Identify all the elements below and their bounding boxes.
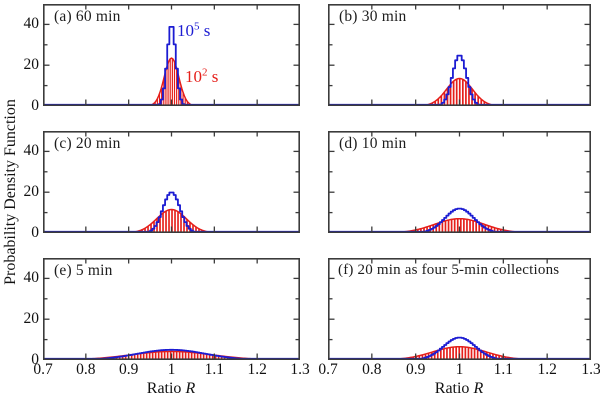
legend-red-base: 10 xyxy=(185,67,202,86)
y-tick-label: 20 xyxy=(23,183,40,201)
y-tick-label: 40 xyxy=(23,142,40,160)
legend-blue-base: 10 xyxy=(177,21,194,40)
legend-blue-unit: s xyxy=(199,21,211,40)
x-tick-label: 1.1 xyxy=(204,361,225,378)
x-tick-label: 0.9 xyxy=(118,361,139,378)
y-tick-label: 0 xyxy=(31,351,39,368)
x-tick-label: 1.3 xyxy=(581,361,600,378)
x-axis-title-var: R xyxy=(473,380,484,397)
panel-f-plot xyxy=(328,258,591,360)
y-tick-label: 20 xyxy=(23,56,40,74)
panel-e-label: (e) 5 min xyxy=(54,262,113,279)
x-tick-label: 1.1 xyxy=(493,361,514,378)
panel-f-label: (f) 20 min as four 5-min collections xyxy=(338,262,560,278)
legend-blue-exponent: 5 xyxy=(194,20,200,33)
panel-d-plot xyxy=(328,131,591,233)
x-tick-label: 0.7 xyxy=(33,361,53,378)
panel-b-plot xyxy=(328,4,591,106)
y-tick-label: 0 xyxy=(31,97,39,114)
x-tick-label: 1.2 xyxy=(537,361,557,378)
legend-label-blue: 105 s xyxy=(177,21,210,41)
panel-b-label: (b) 30 min xyxy=(339,8,407,25)
panel-f: (f) 20 min as four 5-min collections xyxy=(328,258,591,360)
legend-red-unit: s xyxy=(207,67,219,86)
x-tick-label: 0.8 xyxy=(76,361,96,378)
y-tick-label: 40 xyxy=(23,15,40,33)
panel-c-plot xyxy=(43,131,300,233)
x-axis-title-right: Ratio R xyxy=(399,380,519,398)
panel-a-label: (a) 60 min xyxy=(54,8,121,25)
x-axis-title-word: Ratio xyxy=(434,380,470,397)
y-tick-label: 0 xyxy=(31,224,39,241)
y-tick-label: 40 xyxy=(23,269,40,287)
panel-c: (c) 20 min xyxy=(43,131,300,233)
x-tick-label: 0.7 xyxy=(318,361,338,378)
panel-a-plot xyxy=(43,4,300,106)
panel-e: (e) 5 min xyxy=(43,258,300,360)
x-axis-title-var: R xyxy=(185,380,196,397)
panel-a: (a) 60 min 105 s 102 s xyxy=(43,4,300,106)
panel-c-label: (c) 20 min xyxy=(54,135,121,152)
panel-d: (d) 10 min xyxy=(328,131,591,233)
x-tick-label: 0.9 xyxy=(405,361,426,378)
y-tick-label: 20 xyxy=(23,310,40,328)
x-tick-label: 1.3 xyxy=(290,361,310,378)
x-tick-label: 1 xyxy=(167,361,176,378)
x-axis-title-left: Ratio R xyxy=(111,380,231,398)
legend-label-red: 102 s xyxy=(185,67,218,87)
x-tick-label: 1.2 xyxy=(247,361,267,378)
panel-e-plot xyxy=(43,258,300,360)
x-tick-label: 1 xyxy=(455,361,464,378)
panel-b: (b) 30 min xyxy=(328,4,591,106)
x-axis-title-word: Ratio xyxy=(146,380,182,397)
x-tick-label: 0.8 xyxy=(362,361,382,378)
legend-red-exponent: 2 xyxy=(202,66,208,79)
panel-d-label: (d) 10 min xyxy=(339,135,407,152)
